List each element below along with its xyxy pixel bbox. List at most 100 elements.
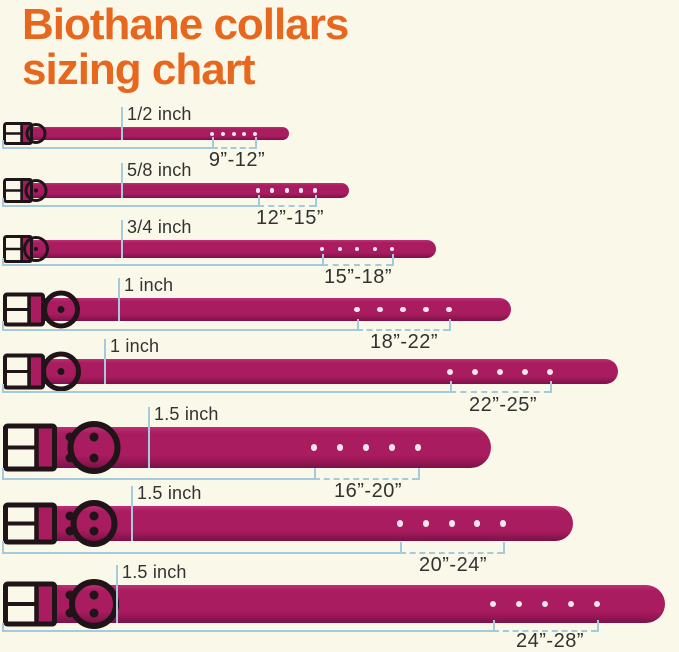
width-marker-line: [118, 278, 120, 321]
hole-dot: [423, 306, 429, 313]
hole-dot: [221, 131, 225, 136]
measure-left-line: [2, 623, 4, 632]
measure-end-tick: [418, 468, 420, 480]
hole-dot: [541, 600, 549, 608]
page-title: Biothane collars sizing chart: [22, 0, 349, 94]
measure-dashed-span: [212, 147, 255, 149]
width-label: 1 inch: [110, 336, 160, 356]
measure-start-tick: [258, 195, 260, 207]
measure-end-tick: [315, 195, 317, 207]
measure-end-tick: [392, 254, 394, 266]
measure-start-tick: [212, 137, 214, 149]
hole-dot: [337, 246, 343, 252]
hole-dot: [400, 306, 406, 313]
measure-dashed-span: [450, 391, 550, 393]
hole-dot: [354, 306, 360, 313]
measure-horizontal-line: [2, 478, 314, 480]
hole-dot: [422, 520, 430, 527]
measure-left-line: [2, 468, 4, 480]
measure-left-line: [2, 541, 4, 554]
measure-dashed-span: [258, 205, 315, 207]
rivet-icon: [89, 511, 99, 521]
buckle-icon: [0, 171, 140, 210]
size-range-label: 22”-25”: [469, 394, 537, 416]
hole-dot: [255, 188, 261, 193]
d-ring-icon: [25, 123, 47, 144]
width-label: 1 inch: [124, 275, 174, 295]
rivet-icon: [89, 453, 99, 463]
measure-dashed-span: [400, 552, 503, 554]
rivet-icon: [89, 526, 99, 536]
measure-horizontal-line: [2, 147, 212, 149]
d-ring-icon: [41, 351, 81, 392]
buckle-icon: [0, 573, 140, 635]
hole-dot: [473, 520, 481, 527]
hole-dot: [232, 131, 236, 136]
rivet-icon: [65, 511, 75, 521]
width-marker-line: [121, 107, 123, 140]
size-range-label: 15”-18”: [324, 266, 392, 288]
width-label: 5/8 inch: [127, 160, 192, 180]
size-range-label: 24”-28”: [516, 630, 584, 652]
measure-horizontal-line: [2, 552, 400, 554]
measure-horizontal-line: [2, 391, 450, 393]
size-range-label: 18”-22”: [370, 331, 438, 353]
measure-horizontal-line: [2, 264, 322, 266]
width-marker-line: [116, 565, 118, 623]
width-marker-line: [131, 486, 133, 541]
d-ring-icon: [24, 179, 48, 202]
buckle-icon: [0, 415, 140, 480]
hole-dot: [446, 306, 452, 313]
hole-dot: [310, 444, 318, 451]
width-label: 1.5 inch: [122, 562, 187, 582]
hole-dot: [547, 368, 553, 375]
hole-dot: [242, 131, 246, 136]
width-marker-line: [121, 163, 123, 198]
measure-end-tick: [597, 620, 599, 632]
d-ring-icon: [70, 500, 118, 547]
rivet-icon: [89, 432, 99, 442]
hole-dot: [448, 520, 456, 527]
measure-left-line: [2, 258, 4, 266]
collar-strap: [18, 127, 289, 140]
collar-strap: [18, 298, 511, 321]
d-ring-icon: [67, 421, 121, 474]
measure-dashed-span: [357, 329, 449, 331]
measure-start-tick: [322, 254, 324, 266]
hole-dot: [497, 368, 503, 375]
width-label: 1/2 inch: [127, 104, 192, 124]
measure-left-line: [2, 321, 4, 331]
measure-end-tick: [550, 381, 552, 393]
page-title-line2: sizing chart: [22, 45, 256, 94]
hole-dot: [336, 444, 344, 451]
size-range-label: 12”-15”: [256, 207, 324, 229]
buckle-icon: [0, 286, 140, 333]
rivet-icon: [65, 608, 75, 618]
measure-left-line: [2, 384, 4, 393]
collar-strap: [18, 506, 573, 541]
hole-dot: [522, 368, 528, 375]
measure-start-tick: [357, 319, 359, 331]
measure-start-tick: [400, 542, 402, 554]
d-ring-icon: [42, 290, 80, 329]
collar-strap: [18, 585, 665, 623]
measure-dashed-span: [493, 630, 597, 632]
hole-dot: [489, 600, 497, 608]
hole-dot: [362, 444, 370, 451]
width-marker-line: [148, 407, 150, 468]
hole-dot: [284, 188, 290, 193]
measure-horizontal-line: [2, 329, 357, 331]
width-marker-line: [104, 339, 106, 384]
size-range-label: 20”-24”: [419, 554, 487, 576]
rivet-icon: [65, 590, 75, 600]
hole-dot: [414, 444, 422, 451]
page-title-line1: Biothane collars: [22, 0, 349, 49]
